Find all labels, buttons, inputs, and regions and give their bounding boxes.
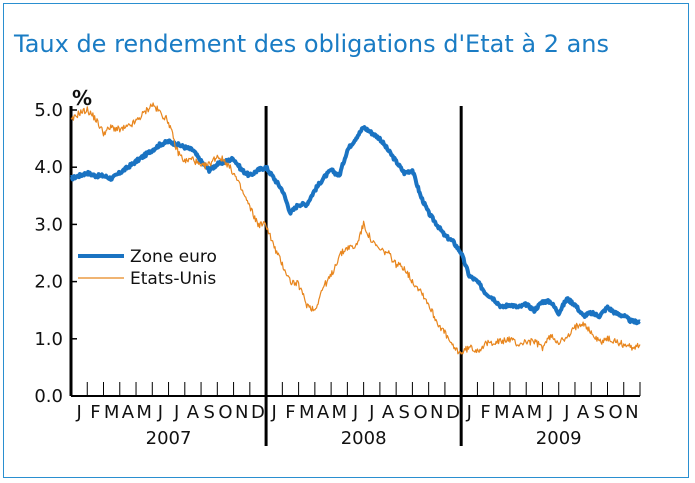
series-zone-euro <box>69 125 642 326</box>
month-label: M <box>299 402 315 423</box>
month-label: J <box>157 402 163 423</box>
y-tick-label: 0.0 <box>34 386 63 407</box>
month-label: A <box>577 402 590 423</box>
chart-title: Taux de rendement des obligations d'Etat… <box>14 30 610 58</box>
y-tick-label: 2.0 <box>34 272 63 293</box>
month-label: A <box>512 402 525 423</box>
month-label: O <box>413 402 427 423</box>
series-etats-unis <box>70 102 641 355</box>
y-tick-label: 5.0 <box>34 100 63 121</box>
month-label: A <box>122 402 135 423</box>
month-label: J <box>352 402 358 423</box>
month-label: M <box>527 402 543 423</box>
month-label: O <box>218 402 232 423</box>
month-label: A <box>187 402 200 423</box>
month-label: M <box>104 402 120 423</box>
legend-item-etats-unis-label: Etats-Unis <box>130 269 216 289</box>
month-label: A <box>317 402 330 423</box>
series-group <box>69 102 642 355</box>
month-label: J <box>466 402 472 423</box>
month-label: J <box>75 402 81 423</box>
year-label: 2007 <box>146 428 192 449</box>
legend-item-zone-euro-label: Zone euro <box>130 247 217 267</box>
month-label: O <box>609 402 623 423</box>
month-label: D <box>446 402 460 423</box>
month-label: J <box>563 402 569 423</box>
year-label: 2009 <box>536 428 582 449</box>
month-label: J <box>547 402 553 423</box>
month-label: A <box>382 402 395 423</box>
month-label: J <box>271 402 277 423</box>
month-label: F <box>90 402 100 423</box>
y-tick-label: 1.0 <box>34 329 63 350</box>
month-label: N <box>625 402 638 423</box>
month-label: J <box>368 402 374 423</box>
month-label: S <box>399 402 410 423</box>
month-label: M <box>331 402 347 423</box>
y-axis: 0.0 1.0 2.0 3.0 4.0 5.0 <box>34 100 77 407</box>
year-label: 2008 <box>341 428 387 449</box>
month-label: S <box>594 402 605 423</box>
y-tick-label: 4.0 <box>34 157 63 178</box>
chart-frame <box>3 3 689 478</box>
y-unit-label: % <box>72 86 92 110</box>
month-label: D <box>251 402 265 423</box>
month-label: N <box>235 402 248 423</box>
month-label: S <box>203 402 214 423</box>
month-label: M <box>494 402 510 423</box>
y-tick-label: 3.0 <box>34 214 63 235</box>
month-label: F <box>480 402 490 423</box>
month-label: M <box>136 402 152 423</box>
month-label: J <box>173 402 179 423</box>
month-label: N <box>430 402 443 423</box>
month-label: F <box>285 402 295 423</box>
